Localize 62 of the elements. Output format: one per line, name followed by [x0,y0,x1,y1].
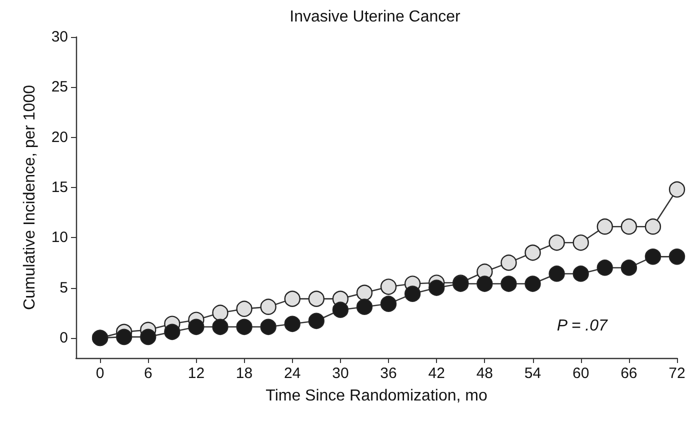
x-tick-label: 48 [476,365,494,382]
point [572,234,589,251]
point [356,284,373,301]
point [596,260,613,276]
point [644,248,662,265]
point [188,318,204,335]
x-tick-label: 54 [524,365,542,382]
point [476,276,493,292]
point [404,286,421,302]
chart-title: Invasive Uterine Cancer [290,8,462,26]
point [140,328,156,346]
point [212,318,228,335]
x-axis-title: Time Since Randomization, mo [266,388,488,404]
point [260,298,276,315]
point [500,276,517,292]
x-tick-label: 72 [668,365,686,382]
point [668,181,686,198]
x-tick-label: 60 [572,365,590,382]
x-tick-label: 30 [332,365,349,382]
point [620,260,638,276]
point [332,302,349,318]
point [308,290,324,307]
point [236,318,252,335]
y-tick-label: 30 [51,28,68,46]
point [380,296,397,312]
x-tick-label: 24 [284,365,301,382]
point [116,328,132,346]
point [260,318,276,335]
y-axis-title: Cumulative Incidence, per 1000 [22,84,38,310]
x-tick-label: 36 [380,365,397,382]
point [572,266,589,282]
point [236,300,252,317]
point [308,312,324,329]
x-tick-label: 66 [620,365,638,382]
point [524,244,541,261]
point [548,266,565,282]
point [284,290,300,307]
point [428,280,445,296]
y-tick-label: 0 [60,329,68,346]
point [644,218,662,235]
y-tick-label: 25 [51,78,68,96]
point [524,276,541,292]
point [284,316,300,332]
x-tick-label: 0 [96,365,104,382]
y-tick-label: 20 [51,128,68,146]
point [596,218,613,235]
x-tick-label: 6 [144,365,152,382]
point [668,248,686,265]
point [356,298,373,315]
point [548,234,565,251]
y-tick-label: 10 [51,229,68,246]
y-tick-label: 5 [60,279,68,296]
point [620,218,638,235]
y-tick-label: 15 [51,178,68,196]
x-tick-label: 18 [236,365,253,382]
annotation: P = .07 [556,318,609,334]
x-tick-label: 42 [428,365,445,382]
x-tick-label: 12 [188,365,205,382]
point [164,324,180,340]
point [380,278,397,295]
point [500,254,517,271]
point [212,304,228,321]
